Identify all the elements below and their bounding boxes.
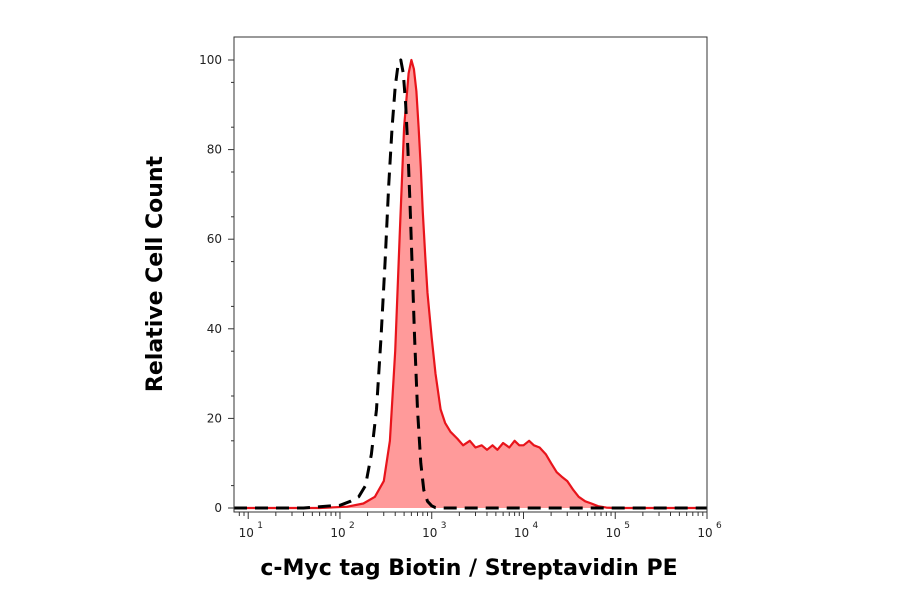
x-tick-label-base: 10 (697, 526, 712, 540)
x-tick-label-exponent: 5 (624, 521, 630, 531)
x-tick-label-exponent: 6 (716, 521, 722, 531)
y-tick-label-60: 60 (207, 232, 222, 246)
y-tick-label-100: 100 (199, 53, 222, 67)
x-tick-label-exponent: 1 (257, 521, 263, 531)
x-tick-label-base: 10 (606, 526, 621, 540)
x-tick-label-exponent: 3 (441, 521, 447, 531)
x-tick-label-exponent: 4 (532, 521, 538, 531)
y-tick-label-40: 40 (207, 322, 222, 336)
plot-layer (234, 58, 707, 510)
x-tick-label-exponent: 2 (349, 521, 355, 531)
x-tick-label-base: 10 (330, 526, 345, 540)
y-axis-title: Relative Cell Count (143, 155, 168, 392)
series-0-line (234, 58, 707, 510)
x-tick-label-base: 10 (239, 526, 254, 540)
y-tick-label-20: 20 (207, 411, 222, 425)
plot-frame (233, 36, 708, 513)
y-tick-label-0: 0 (214, 501, 222, 515)
x-tick-label-base: 10 (422, 526, 437, 540)
series-1-dashed-line (234, 58, 707, 510)
x-axis-title: c-Myc tag Biotin / Streptavidin PE (260, 556, 677, 581)
y-tick-label-80: 80 (207, 143, 222, 157)
x-tick-label-base: 10 (514, 526, 529, 540)
